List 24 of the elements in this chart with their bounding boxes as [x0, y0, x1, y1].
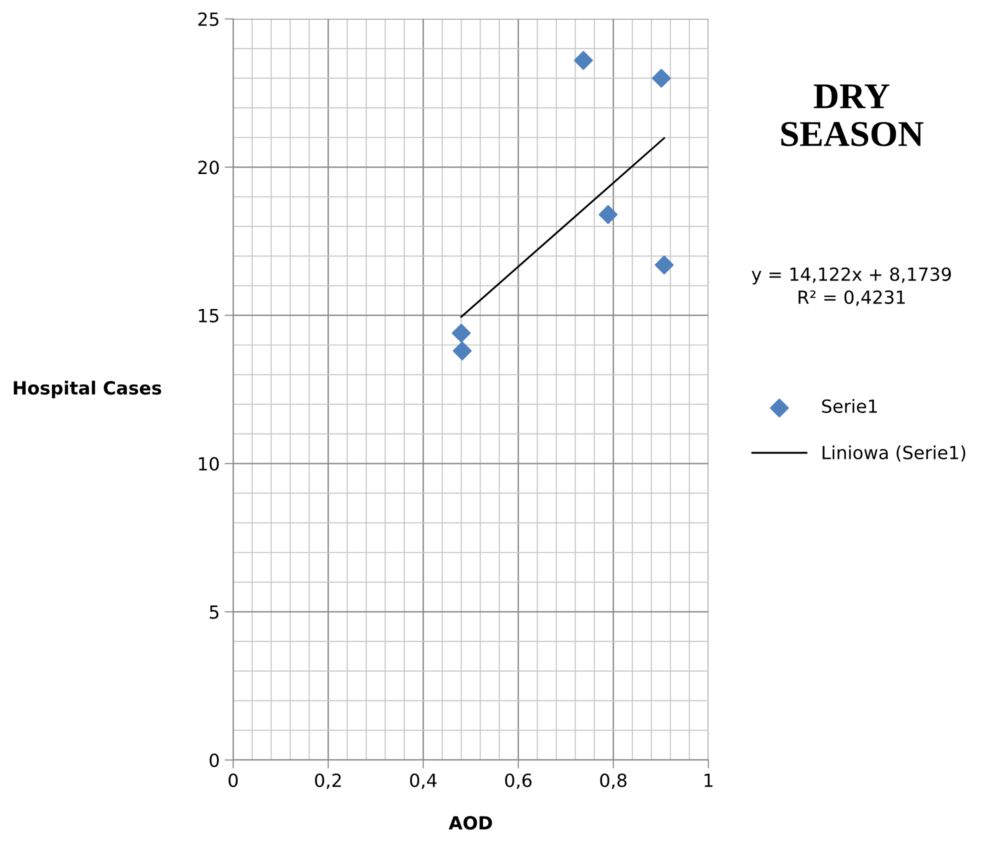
point	[574, 50, 593, 70]
x-tick-label: 0	[228, 774, 238, 788]
point	[598, 205, 618, 224]
x-tick-label: 0,8	[600, 774, 626, 790]
legend-label: Liniowa (Serie1)	[822, 445, 966, 462]
point	[452, 341, 472, 360]
x-axis-title: AOD	[448, 816, 492, 830]
y-tick-label: 15	[198, 309, 218, 322]
x-tick-label: 1	[704, 774, 712, 787]
legend-label: Serie1	[822, 399, 877, 414]
x-tick-label: 0,2	[315, 774, 341, 790]
y-axis-title: Hospital Cases	[14, 380, 162, 398]
point	[452, 324, 471, 343]
y-tick-label: 0	[210, 753, 219, 768]
text: y = 14,122x + 8,1739 R² = 0,4231	[752, 267, 951, 306]
text: DRY SEASON	[781, 84, 924, 146]
y-tick-label: 10	[198, 457, 219, 471]
y-tick-label: 20	[198, 160, 219, 174]
y-tick-label: 5	[210, 605, 218, 619]
x-tick-label: 0,6	[505, 774, 532, 790]
point	[652, 68, 671, 88]
y-tick-label: 25	[198, 12, 218, 26]
point	[654, 255, 674, 274]
x-tick-label: 0,4	[410, 774, 437, 790]
